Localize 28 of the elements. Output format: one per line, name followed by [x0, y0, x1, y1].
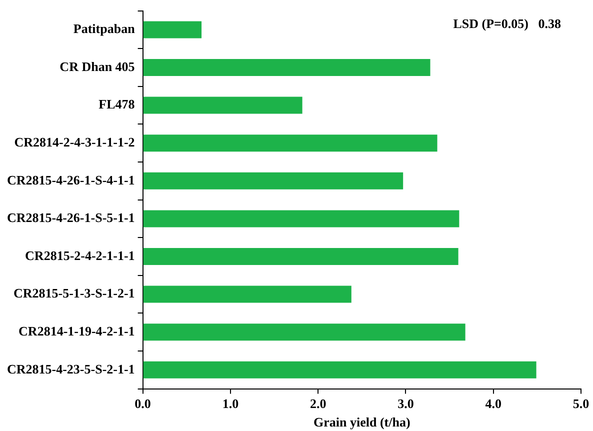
y-tick-label: CR2815-2-4-2-1-1-1 — [25, 248, 135, 263]
x-tick-label: 1.0 — [222, 396, 239, 411]
bar — [143, 58, 430, 76]
annotation: LSD (P=0.05) 0.38 — [453, 16, 562, 32]
y-tick-label: CR Dhan 405 — [60, 58, 136, 74]
bar — [143, 172, 404, 190]
y-tick-label: CR2815-5-1-3-S-1-2-1 — [14, 286, 135, 301]
x-tick-label: 4.0 — [485, 396, 502, 411]
y-tick-label: CR2815-4-23-5-S-2-1-1 — [7, 361, 135, 376]
bar — [143, 324, 466, 341]
bar — [143, 361, 536, 378]
x-tick-label: 2.0 — [310, 396, 326, 411]
y-tick-label: CR2814-1-19-4-2-1-1 — [18, 323, 135, 338]
bar — [143, 21, 202, 38]
y-tick-label: CR2815-4-26-1-S-4-1-1 — [7, 172, 135, 188]
bar — [143, 134, 438, 152]
y-tick-label: CR2814-2-4-3-1-1-1-2 — [14, 134, 135, 150]
bar — [143, 96, 302, 114]
y-tick-label: Patitpaban — [73, 21, 136, 36]
bar — [143, 286, 352, 303]
x-tick-label: 5.0 — [572, 396, 590, 411]
x-tick-label: 0.0 — [134, 396, 151, 411]
bar — [143, 210, 460, 228]
y-tick-label: CR2815-4-26-1-S-5-1-1 — [7, 210, 135, 226]
x-axis-title: Grain yield (t/ha) — [314, 414, 410, 430]
x-tick-label: 3.0 — [398, 396, 414, 411]
bar — [143, 248, 458, 266]
y-tick-label: FL478 — [98, 96, 136, 112]
